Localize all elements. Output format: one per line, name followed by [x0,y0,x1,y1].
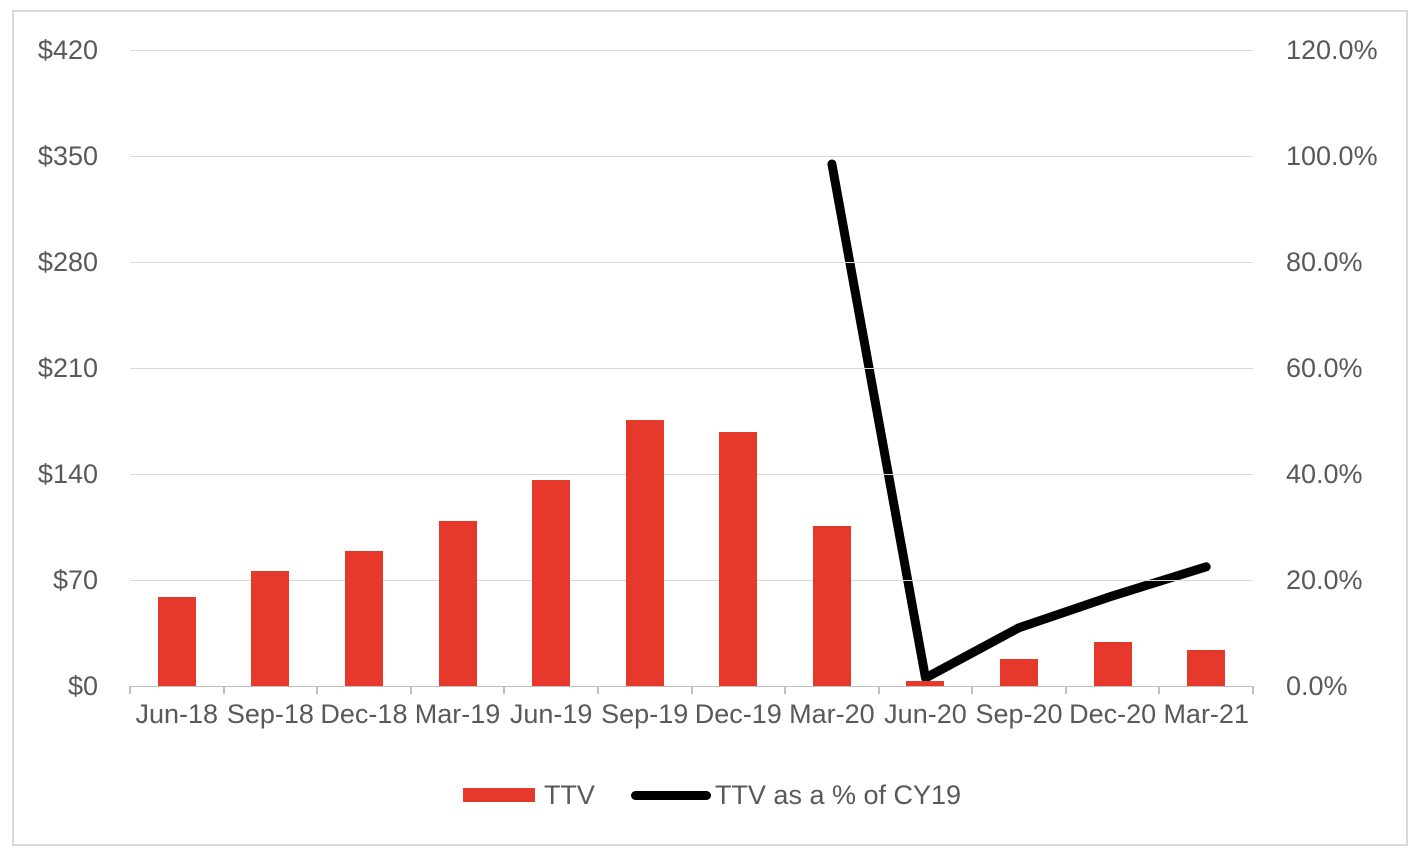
left-axis-tick-label: $0 [67,671,98,701]
x-axis-tickmark [1158,686,1161,694]
ttv-pct-line-swatch [630,790,711,800]
right-axis-tick-label: 40.0% [1286,459,1363,489]
right-axis-tick-label: 100.0% [1286,141,1378,171]
x-axis-label-mar-19: Mar-19 [414,699,501,729]
x-axis-tickmark [222,686,225,694]
line-path [827,159,1211,683]
ttv-bar-swatch [462,788,535,802]
legend-label: TTV [543,780,595,810]
plot-area [129,50,1254,694]
legend-item-bar: TTV [462,779,595,811]
left-axis-tick-label: $210 [37,353,98,383]
x-axis-label-sep-18: Sep-18 [226,699,314,729]
x-axis-label-jun-20: Jun-20 [884,699,967,729]
gridline [130,580,1253,581]
bar-sep-18 [251,570,290,686]
x-axis-label-mar-21: Mar-21 [1163,699,1249,729]
x-axis-tickmark [1064,686,1067,694]
x-axis-label-dec-18: Dec-18 [320,699,408,729]
bar-sep-19 [625,419,664,686]
gridline [130,50,1253,51]
right-axis-tick-label: 0.0% [1286,671,1348,701]
x-axis-label-dec-19: Dec-19 [694,699,782,729]
left-axis-tick-label: $70 [52,565,98,595]
line-series-ttv-pct-of-cy19 [827,159,1211,683]
legend: TTV TTV as a % of CY19 [0,779,1424,811]
bar-dec-18 [344,551,383,686]
x-axis-label-dec-20: Dec-20 [1069,699,1157,729]
x-axis-tickmark [596,686,599,694]
bar-jun-18 [157,596,196,686]
x-axis-label-jun-18: Jun-18 [135,699,219,729]
left-axis-tick-label: $350 [37,141,98,171]
legend-item-line: TTV as a % of CY19 [630,779,962,811]
bar-dec-20 [1093,642,1132,686]
x-axis-label-jun-19: Jun-19 [509,699,593,729]
x-axis-label-mar-20: Mar-20 [789,699,875,729]
bar-sep-20 [1000,658,1039,686]
x-axis-label-sep-19: Sep-19 [601,699,689,729]
chart-frame [12,10,1408,846]
x-axis-tickmark [1252,686,1254,694]
bar-jun-19 [532,480,571,686]
gridline [130,156,1253,157]
x-axis-tickmark [503,686,506,694]
left-axis-tick-label: $140 [37,459,98,489]
right-axis-tick-label: 120.0% [1286,35,1378,65]
right-axis-tick-label: 60.0% [1286,353,1363,383]
right-axis-tick-label: 80.0% [1286,247,1363,277]
bar-mar-20 [812,525,851,686]
bar-dec-19 [719,431,758,686]
left-axis-tick-label: $280 [37,247,98,277]
x-axis-tickmark [690,686,693,694]
left-axis-tick-label: $420 [37,35,98,65]
x-axis-tickmark [316,686,319,694]
bar-mar-19 [438,520,477,686]
x-axis-tickmark [877,686,880,694]
gridline [130,262,1253,263]
legend-label: TTV as a % of CY19 [714,780,962,810]
bar-jun-20 [906,681,945,686]
x-axis-tickmark [784,686,787,694]
x-axis-tickmark [971,686,974,694]
bar-mar-21 [1187,649,1226,686]
x-axis-tickmark [129,686,131,694]
x-axis-label-sep-20: Sep-20 [975,699,1063,729]
gridline [130,368,1253,369]
right-axis-tick-label: 20.0% [1286,565,1363,595]
gridline [130,474,1253,475]
x-axis-tickmark [409,686,412,694]
